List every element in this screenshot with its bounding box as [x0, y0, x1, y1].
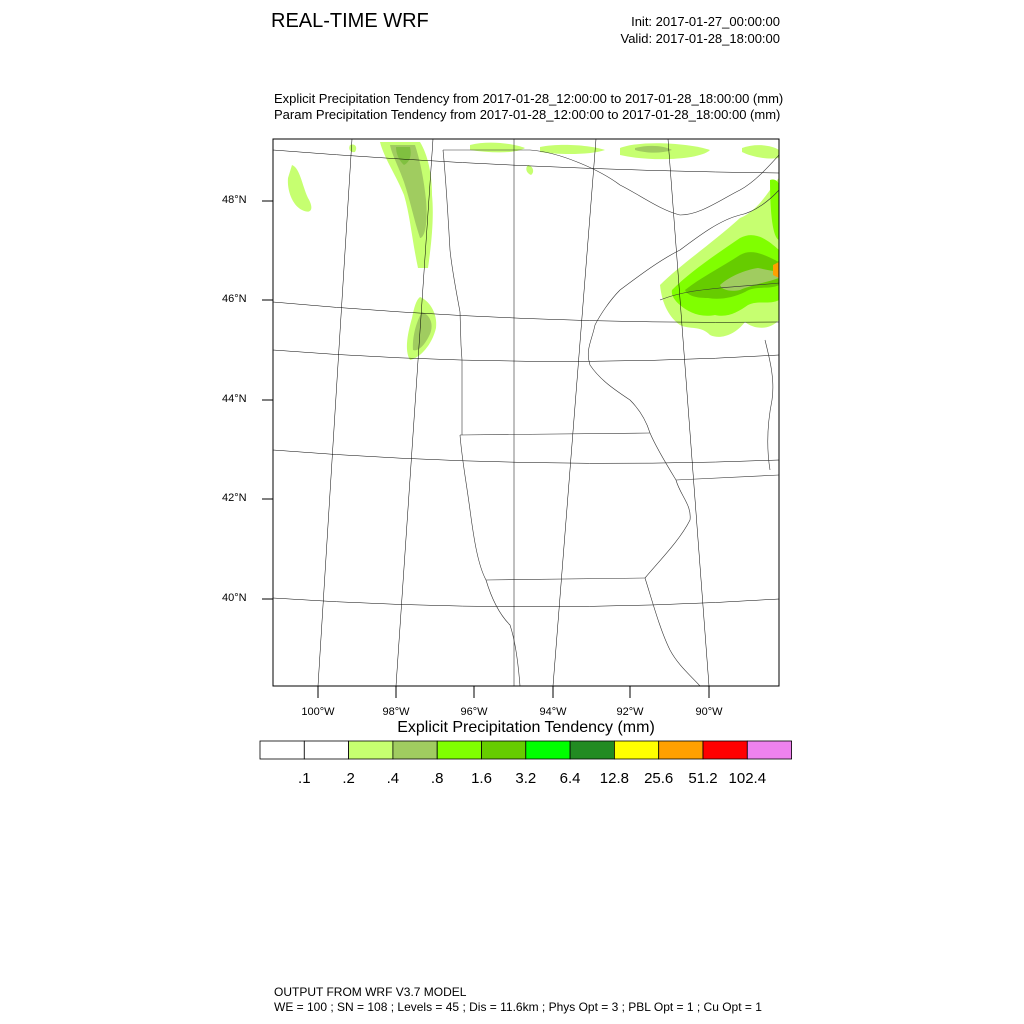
valid-time: Valid: 2017-01-28_18:00:00 — [620, 31, 781, 46]
state-line-ne-sd — [459, 434, 487, 581]
map-frame — [272, 138, 780, 687]
state-line-wi-mi — [675, 474, 779, 481]
colorbar-label: 102.4 — [728, 770, 767, 787]
colorbar-swatch — [436, 740, 482, 760]
page-title: REAL-TIME WRF — [271, 10, 429, 32]
lake-michigan-shore — [764, 339, 774, 471]
axis-ticks — [262, 200, 710, 698]
latitude-42-line — [273, 449, 779, 464]
precip-area-canada-spot-2 — [526, 165, 534, 175]
lat-label-48: 48°N — [222, 194, 247, 206]
colorbar-swatch — [392, 740, 438, 760]
lake-superior-south-shore — [659, 282, 779, 301]
lat-label-44: 44°N — [222, 393, 247, 405]
colorbar-label: 1.6 — [471, 770, 492, 787]
lon-label-92w: 92°W — [616, 706, 644, 718]
precip-area-red-river-core — [396, 147, 411, 165]
colorbar-label: 12.8 — [599, 770, 629, 787]
latitude-40-line — [273, 597, 779, 608]
precip-area-north-band-1 — [470, 142, 525, 153]
latitude-48-line — [273, 149, 779, 174]
precip-area-edge-max — [773, 262, 779, 278]
precip-area-north-band-3-core — [635, 145, 672, 153]
longitude-94-line — [552, 139, 597, 686]
missouri-river — [485, 579, 521, 686]
longitude-92-line — [667, 139, 710, 686]
precip-area-north-band-4 — [742, 145, 779, 159]
colorbar-label: .2 — [342, 770, 355, 787]
colorbar-title: Explicit Precipitation Tendency (mm) — [397, 719, 655, 736]
mississippi-river — [587, 289, 691, 579]
precip-area-lake-superior-heavy — [685, 252, 779, 299]
lake-superior-shore — [619, 189, 779, 291]
lon-label-94w: 94°W — [539, 706, 567, 718]
lon-label-98w: 98°W — [382, 706, 410, 718]
longitude-98-line — [395, 139, 434, 686]
longitude-100-line — [317, 139, 353, 686]
colorbar-swatch — [481, 740, 527, 760]
lon-label-90w: 90°W — [695, 706, 723, 718]
lon-label-100w: 100°W — [301, 706, 335, 718]
subtitle-explicit: Explicit Precipitation Tendency from 201… — [274, 91, 784, 106]
colorbar-swatch — [525, 740, 571, 760]
colorbar — [259, 740, 792, 760]
colorbar-label: .1 — [298, 770, 311, 787]
lon-label-96w: 96°W — [460, 706, 488, 718]
lat-label-46: 46°N — [222, 293, 247, 305]
latitude-44-line — [273, 349, 779, 362]
colorbar-swatch — [303, 740, 349, 760]
canada-border — [443, 149, 779, 216]
precip-area-sd-mid — [412, 312, 432, 351]
lat-label-40: 40°N — [222, 592, 247, 604]
precip-area-nd-west — [287, 165, 312, 212]
colorbar-label: 25.6 — [644, 770, 674, 787]
precip-area-edge-band — [770, 179, 779, 240]
state-line-ia-mo — [485, 577, 646, 581]
colorbar-swatch — [702, 740, 748, 760]
minnesota-west-border — [442, 149, 463, 361]
colorbar-label: .4 — [386, 770, 400, 787]
subtitle-param: Param Precipitation Tendency from 2017-0… — [274, 107, 781, 122]
latitude-46-line — [273, 301, 779, 323]
init-time: Init: 2017-01-27_00:00:00 — [631, 14, 780, 29]
model-settings: WE = 100 ; SN = 108 ; Levels = 45 ; Dis … — [274, 1000, 762, 1014]
state-line-mo-il — [644, 577, 701, 686]
colorbar-swatch — [348, 740, 394, 760]
colorbar-swatch — [746, 740, 792, 760]
colorbar-swatch — [259, 740, 305, 760]
precip-area-north-band-2 — [540, 144, 605, 155]
colorbar-swatch — [658, 740, 704, 760]
colorbar-label: 6.4 — [559, 770, 581, 787]
model-info: OUTPUT FROM WRF V3.7 MODEL — [274, 985, 467, 999]
colorbar-label: 51.2 — [688, 770, 718, 787]
colorbar-swatch — [569, 740, 615, 760]
precip-area-lake-superior-core — [720, 268, 779, 291]
precip-area-red-river-mid — [390, 145, 427, 238]
colorbar-swatch — [613, 740, 660, 760]
precip-field — [287, 142, 779, 360]
colorbar-label: 3.2 — [515, 770, 537, 787]
precip-area-canada-spot — [349, 144, 357, 153]
lat-label-42: 42°N — [222, 492, 247, 504]
graticule — [273, 139, 779, 686]
boundaries — [442, 149, 779, 686]
state-line-ia-north — [459, 432, 651, 436]
colorbar-label: .8 — [430, 770, 444, 787]
